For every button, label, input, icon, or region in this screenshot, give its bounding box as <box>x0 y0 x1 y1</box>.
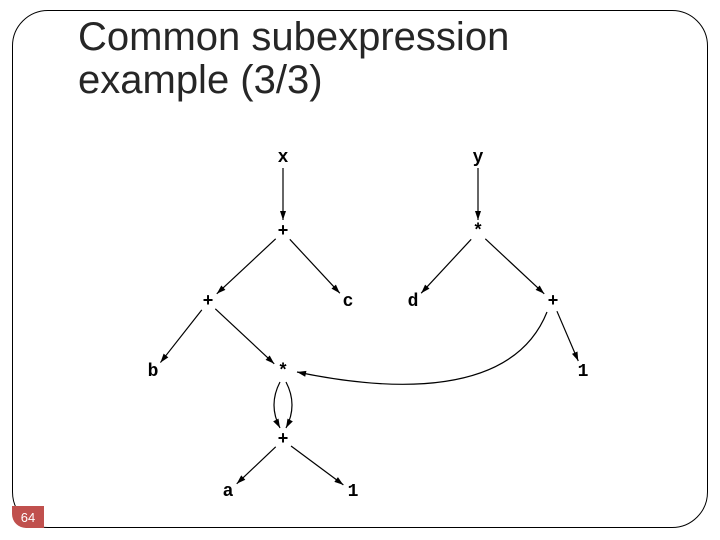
tree-node-x: x <box>278 148 289 168</box>
tree-node-one_y: 1 <box>578 362 589 382</box>
tree-edges-svg <box>138 140 608 510</box>
title-line-2: example (3/3) <box>78 58 323 102</box>
tree-node-plus_b: + <box>203 292 214 312</box>
page-number: 64 <box>21 510 35 525</box>
tree-node-d: d <box>408 292 419 312</box>
tree-node-star_s: * <box>278 362 289 382</box>
tree-node-b: b <box>148 362 159 382</box>
slide-title: Common subexpression example (3/3) <box>78 16 509 102</box>
tree-node-one_a: 1 <box>348 482 359 502</box>
slide: Common subexpression example (3/3) x + + c b… <box>0 0 720 540</box>
page-number-badge: 64 <box>12 506 44 528</box>
tree-node-plus_a: + <box>278 430 289 450</box>
tree-node-plus_x: + <box>278 222 289 242</box>
tree-node-c: c <box>343 292 354 312</box>
expression-tree-diagram: x + + c b * + a 1 y * d +1 <box>138 140 608 510</box>
tree-node-star_y: * <box>473 222 484 242</box>
tree-node-a: a <box>223 482 234 502</box>
title-line-1: Common subexpression <box>78 15 509 59</box>
tree-node-plus_y: + <box>548 292 559 312</box>
tree-node-y: y <box>473 148 484 168</box>
